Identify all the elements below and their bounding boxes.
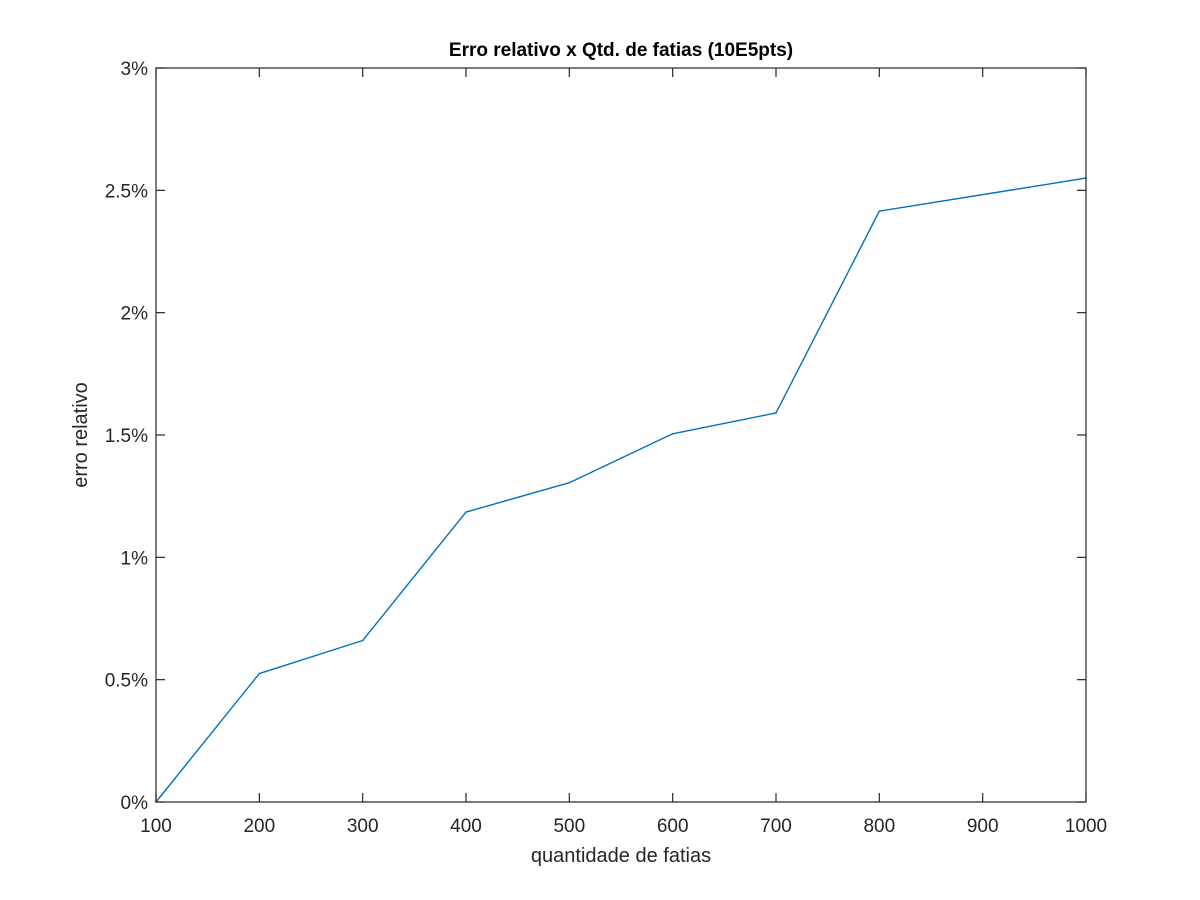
data-point [361, 639, 364, 642]
x-tick-label: 800 [863, 816, 895, 837]
x-tick-label: 300 [347, 816, 379, 837]
x-tick-label: 500 [553, 816, 585, 837]
x-axis-label: quantidade de fatias [531, 845, 711, 867]
x-tick-label: 400 [450, 816, 482, 837]
data-point [671, 432, 674, 435]
plot-frame [155, 67, 1087, 803]
y-tick-label: 2.5% [105, 181, 148, 202]
data-point [568, 481, 571, 484]
plot-area [156, 68, 1086, 802]
y-axis-label: erro relativo [70, 382, 92, 488]
x-tick-label: 200 [243, 816, 275, 837]
data-point [775, 412, 777, 414]
y-tick-label: 1% [121, 548, 149, 569]
x-tick-label: 700 [760, 816, 792, 837]
y-tick-label: 0% [121, 793, 149, 814]
y-tick-label: 3% [121, 59, 149, 80]
y-tick-label: 2% [121, 304, 149, 325]
x-tick-label: 1000 [1065, 816, 1107, 837]
x-tick-label: 100 [140, 816, 172, 837]
x-tick-label: 900 [967, 816, 999, 837]
y-tick-label: 1.5% [105, 426, 148, 447]
chart-title: Erro relativo x Qtd. de fatias (10E5pts) [449, 40, 793, 61]
x-tick-label: 600 [657, 816, 689, 837]
data-point [465, 511, 467, 513]
y-axis-tick-labels: 0% 0.5% 1% 1.5% 2% 2.5% 3% [105, 59, 148, 814]
series-layer [155, 177, 1087, 803]
data-point [878, 210, 881, 212]
data-point [258, 672, 261, 675]
x-axis-tick-labels: 100 200 300 400 500 600 700 800 900 1000 [140, 816, 1107, 837]
y-tick-label: 0.5% [105, 671, 148, 692]
